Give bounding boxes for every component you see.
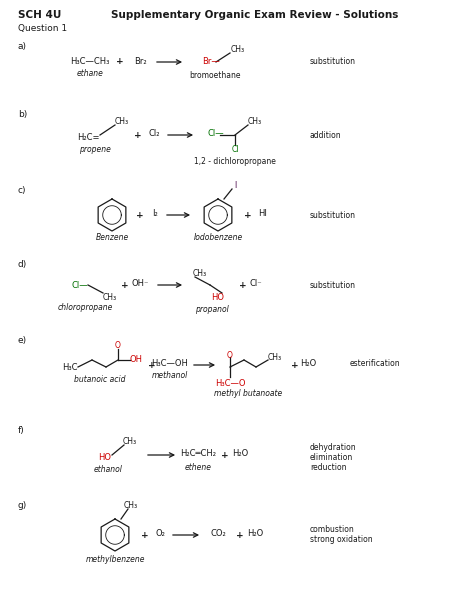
Text: methanol: methanol bbox=[152, 370, 188, 379]
Text: H₂O: H₂O bbox=[232, 449, 248, 457]
Text: esterification: esterification bbox=[350, 359, 401, 368]
Text: dehydration: dehydration bbox=[310, 443, 356, 452]
Text: chloropropane: chloropropane bbox=[57, 303, 113, 313]
Text: H₂C=: H₂C= bbox=[78, 132, 100, 142]
Text: OH⁻: OH⁻ bbox=[131, 280, 149, 289]
Text: methylbenzene: methylbenzene bbox=[85, 555, 145, 563]
Text: +: + bbox=[134, 131, 142, 140]
Text: O: O bbox=[115, 340, 121, 349]
Text: CO₂: CO₂ bbox=[210, 528, 226, 538]
Text: O₂: O₂ bbox=[155, 528, 165, 538]
Text: propanol: propanol bbox=[195, 305, 229, 314]
Text: Br₂: Br₂ bbox=[134, 56, 146, 66]
Text: Question 1: Question 1 bbox=[18, 23, 67, 32]
Text: Cl₂: Cl₂ bbox=[148, 129, 160, 139]
Text: propene: propene bbox=[79, 145, 111, 153]
Text: H₂O: H₂O bbox=[300, 359, 316, 368]
Text: +: + bbox=[116, 58, 124, 66]
Text: +: + bbox=[291, 360, 299, 370]
Text: H₂C═CH₂: H₂C═CH₂ bbox=[180, 449, 216, 457]
Text: +: + bbox=[236, 530, 244, 539]
Text: bromoethane: bromoethane bbox=[189, 70, 241, 80]
Text: elimination: elimination bbox=[310, 452, 353, 462]
Text: CH₃: CH₃ bbox=[231, 45, 245, 53]
Text: e): e) bbox=[18, 335, 27, 345]
Text: CH₃: CH₃ bbox=[103, 292, 117, 302]
Text: strong oxidation: strong oxidation bbox=[310, 536, 373, 544]
Text: Br—: Br— bbox=[202, 56, 220, 66]
Text: +: + bbox=[121, 281, 129, 289]
Text: +: + bbox=[148, 360, 156, 370]
Text: CH₃: CH₃ bbox=[124, 500, 138, 509]
Text: butanoic acid: butanoic acid bbox=[74, 376, 126, 384]
Text: substitution: substitution bbox=[310, 210, 356, 219]
Text: H₃C—O: H₃C—O bbox=[215, 378, 245, 387]
Text: CH₃: CH₃ bbox=[248, 116, 262, 126]
Text: ethanol: ethanol bbox=[93, 465, 122, 474]
Text: Cl—: Cl— bbox=[208, 129, 225, 139]
Text: f): f) bbox=[18, 425, 25, 435]
Text: substitution: substitution bbox=[310, 58, 356, 66]
Text: 1,2 - dichloropropane: 1,2 - dichloropropane bbox=[194, 156, 276, 166]
Text: c): c) bbox=[18, 186, 27, 194]
Text: CH₃: CH₃ bbox=[115, 116, 129, 126]
Text: HI: HI bbox=[258, 210, 267, 218]
Text: ethane: ethane bbox=[77, 69, 103, 77]
Text: d): d) bbox=[18, 261, 27, 270]
Text: a): a) bbox=[18, 42, 27, 50]
Text: Cl—: Cl— bbox=[72, 281, 88, 289]
Text: Benzene: Benzene bbox=[95, 232, 128, 242]
Text: +: + bbox=[141, 530, 149, 539]
Text: b): b) bbox=[18, 110, 27, 120]
Text: combustion: combustion bbox=[310, 525, 355, 535]
Text: +: + bbox=[221, 451, 229, 460]
Text: H₃C: H₃C bbox=[63, 364, 78, 373]
Text: reduction: reduction bbox=[310, 462, 346, 471]
Text: OH: OH bbox=[129, 354, 143, 364]
Text: H₂O: H₂O bbox=[247, 528, 263, 538]
Text: I₂: I₂ bbox=[152, 210, 158, 218]
Text: CH₃: CH₃ bbox=[193, 268, 207, 278]
Text: +: + bbox=[244, 210, 252, 219]
Text: Cl⁻: Cl⁻ bbox=[250, 280, 262, 289]
Text: HO: HO bbox=[211, 294, 225, 302]
Text: ethene: ethene bbox=[184, 462, 211, 471]
Text: O: O bbox=[227, 351, 233, 359]
Text: H₃C—OH: H₃C—OH bbox=[152, 359, 189, 368]
Text: CH₃: CH₃ bbox=[123, 436, 137, 446]
Text: substitution: substitution bbox=[310, 281, 356, 289]
Text: SCH 4U: SCH 4U bbox=[18, 10, 61, 20]
Text: Cl: Cl bbox=[231, 145, 239, 154]
Text: +: + bbox=[136, 210, 144, 219]
Text: HO: HO bbox=[99, 454, 111, 462]
Text: Supplementary Organic Exam Review - Solutions: Supplementary Organic Exam Review - Solu… bbox=[111, 10, 399, 20]
Text: g): g) bbox=[18, 500, 27, 509]
Text: H₃C—CH₃: H₃C—CH₃ bbox=[70, 58, 109, 66]
Text: CH₃: CH₃ bbox=[268, 352, 282, 362]
Text: I: I bbox=[234, 180, 236, 189]
Text: Iodobenzene: Iodobenzene bbox=[193, 232, 243, 242]
Text: methyl butanoate: methyl butanoate bbox=[214, 389, 282, 398]
Text: addition: addition bbox=[310, 131, 342, 140]
Text: +: + bbox=[239, 281, 247, 289]
